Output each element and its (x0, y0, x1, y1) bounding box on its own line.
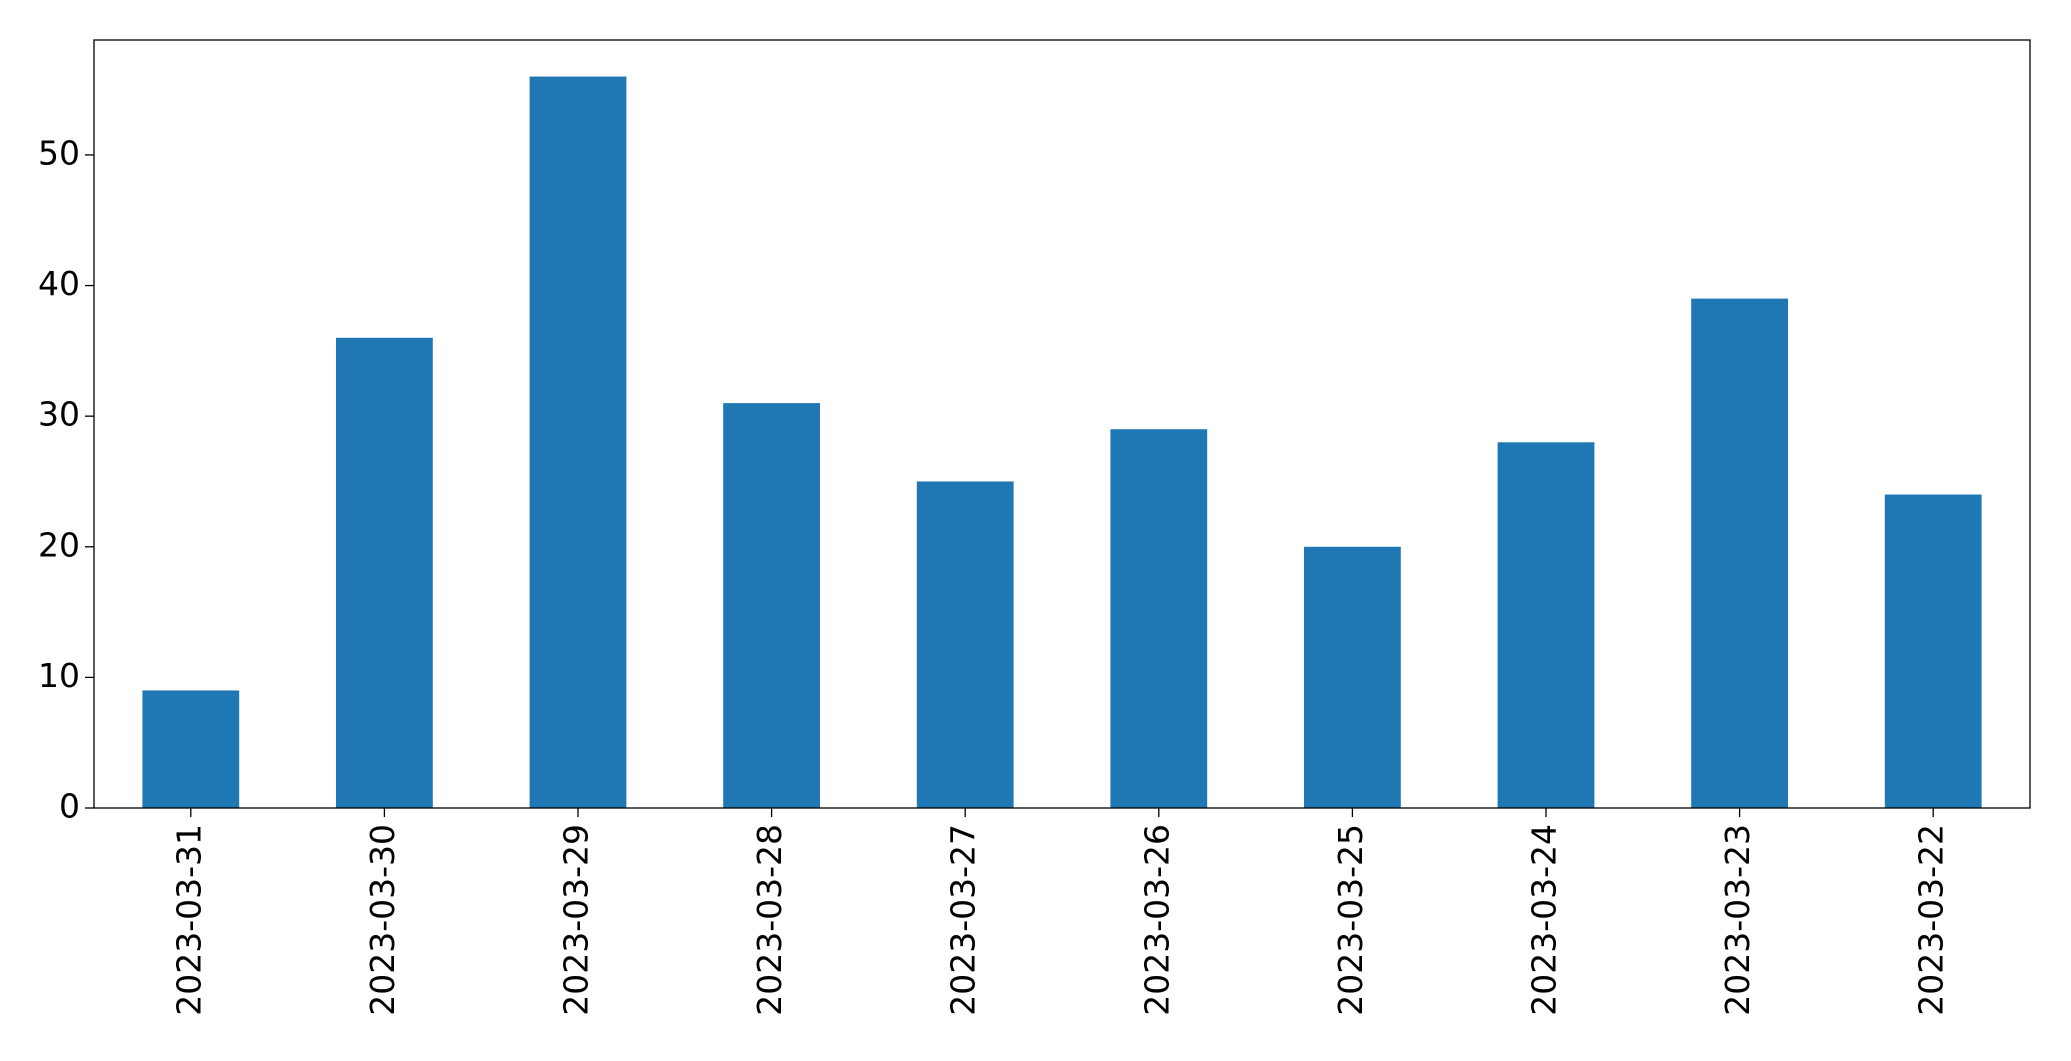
y-tick-label: 20 (38, 525, 80, 564)
x-tick-label: 2023-03-31 (169, 824, 208, 1016)
x-tick-label: 2023-03-26 (1137, 824, 1176, 1016)
x-tick-label: 2023-03-23 (1718, 824, 1757, 1016)
x-tick-label: 2023-03-27 (944, 824, 983, 1016)
bar (916, 481, 1014, 808)
y-tick-label: 40 (38, 264, 80, 303)
bar (1691, 298, 1788, 808)
y-tick-label: 50 (38, 133, 80, 172)
bar (1304, 546, 1401, 808)
x-tick-label: 2023-03-22 (1912, 824, 1951, 1016)
bar (1884, 494, 1982, 808)
bar (142, 690, 240, 808)
bar (336, 337, 433, 808)
y-tick-label: 0 (59, 787, 80, 826)
bar (1497, 442, 1595, 808)
bar (1110, 429, 1208, 808)
x-tick-label: 2023-03-28 (750, 824, 789, 1016)
bar (529, 76, 627, 809)
x-tick-label: 2023-03-25 (1331, 824, 1370, 1016)
bar (723, 403, 820, 808)
plot-frame (93, 39, 2031, 809)
x-tick-label: 2023-03-30 (363, 824, 402, 1016)
y-tick-label: 10 (38, 656, 80, 695)
x-tick-label: 2023-03-29 (557, 824, 596, 1016)
x-tick-label: 2023-03-24 (1525, 824, 1564, 1016)
y-tick-label: 30 (38, 395, 80, 434)
